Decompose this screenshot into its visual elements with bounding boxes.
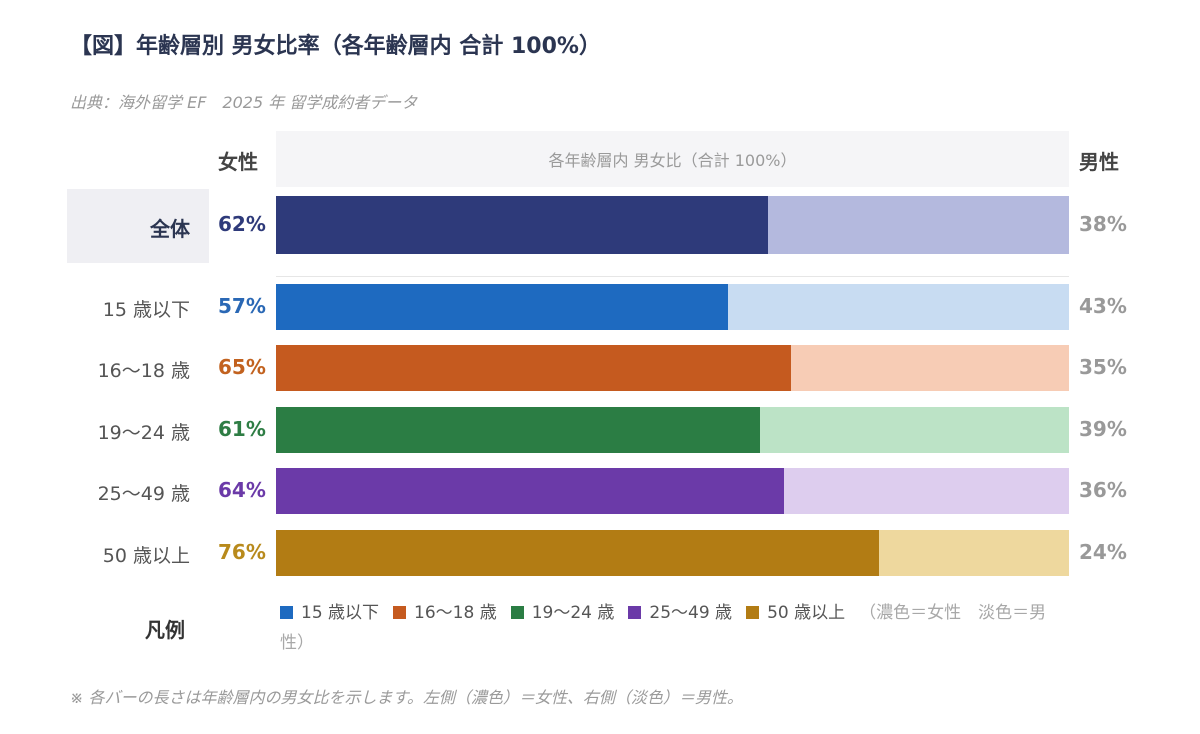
bar-row (276, 345, 1069, 391)
legend-item-label: 19〜24 歳 (531, 603, 615, 623)
male-pct-label: 43% (1079, 294, 1127, 318)
legend-swatch (393, 606, 407, 619)
legend-item: 50 歳以上 (746, 598, 845, 628)
male-column-header: 男性 (1079, 150, 1119, 174)
male-bar-segment (759, 407, 1069, 453)
male-bar-segment (783, 468, 1069, 514)
female-bar-segment (276, 284, 728, 330)
bar-row (276, 284, 1069, 330)
legend-item: 16〜18 歳 (393, 598, 497, 628)
male-pct-label: 36% (1079, 478, 1127, 502)
female-bar-segment (276, 468, 784, 514)
male-bar-segment (728, 284, 1069, 330)
legend-item-label: 25〜49 歳 (649, 603, 733, 623)
male-pct-label: 39% (1079, 417, 1127, 441)
legend-item: 25〜49 歳 (628, 598, 732, 628)
legend-swatch (746, 606, 760, 619)
male-pct-label: 38% (1079, 212, 1127, 236)
category-label: 25〜49 歳 (97, 483, 190, 505)
male-bar-segment (767, 196, 1069, 254)
category-label: 50 歳以上 (102, 545, 190, 567)
category-label: 16〜18 歳 (97, 360, 190, 382)
chart-title: 【図】年齢層別 男女比率（各年齢層内 合計 100%） (70, 34, 601, 59)
overall-separator (276, 276, 1069, 277)
legend-item: 15 歳以下 (280, 598, 379, 628)
legend: 15 歳以下 16〜18 歳 19〜24 歳 25〜49 歳 50 歳以上 （濃色＝女性 … (280, 598, 1060, 658)
female-pct-label: 57% (218, 294, 266, 318)
male-bar-segment (878, 530, 1069, 576)
bar-row (276, 407, 1069, 453)
bar-row (276, 530, 1069, 576)
category-label: 19〜24 歳 (97, 422, 190, 444)
female-bar-segment (276, 407, 760, 453)
bar-row (276, 468, 1069, 514)
female-pct-label: 61% (218, 417, 266, 441)
legend-note: （濃色＝女性 淡色＝男性） (280, 603, 1047, 653)
legend-label: 凡例 (145, 618, 185, 642)
overall-row-highlight (67, 189, 209, 263)
bar-row (276, 196, 1069, 254)
male-pct-label: 24% (1079, 540, 1127, 564)
legend-swatch (280, 606, 293, 619)
plot-caption-band: 各年齢層内 男女比（合計 100%） (276, 131, 1069, 187)
category-label: 15 歳以下 (102, 299, 190, 321)
legend-swatch (628, 606, 642, 619)
legend-item-label: 16〜18 歳 (414, 603, 497, 623)
female-bar-segment (276, 196, 768, 254)
female-pct-label: 65% (218, 355, 266, 379)
chart-source: 出典：海外留学 EF 2025 年 留学成約者データ (70, 93, 418, 112)
footnote: ※ 各バーの長さは年齢層内の男女比を示します。左側（濃色）＝女性、右側（淡色）＝… (70, 688, 743, 707)
female-pct-label: 62% (218, 212, 266, 236)
female-bar-segment (276, 530, 879, 576)
female-column-header: 女性 (218, 150, 258, 174)
legend-swatch (510, 606, 524, 619)
legend-item-label: 15 歳以下 (301, 603, 380, 623)
female-pct-label: 76% (218, 540, 266, 564)
plot-caption: 各年齢層内 男女比（合計 100%） (548, 151, 797, 170)
legend-item: 19〜24 歳 (510, 598, 615, 628)
category-label: 全体 (150, 217, 190, 241)
female-bar-segment (276, 345, 792, 391)
legend-item-label: 50 歳以上 (767, 603, 846, 623)
male-pct-label: 35% (1079, 355, 1127, 379)
male-bar-segment (791, 345, 1069, 391)
female-pct-label: 64% (218, 478, 266, 502)
